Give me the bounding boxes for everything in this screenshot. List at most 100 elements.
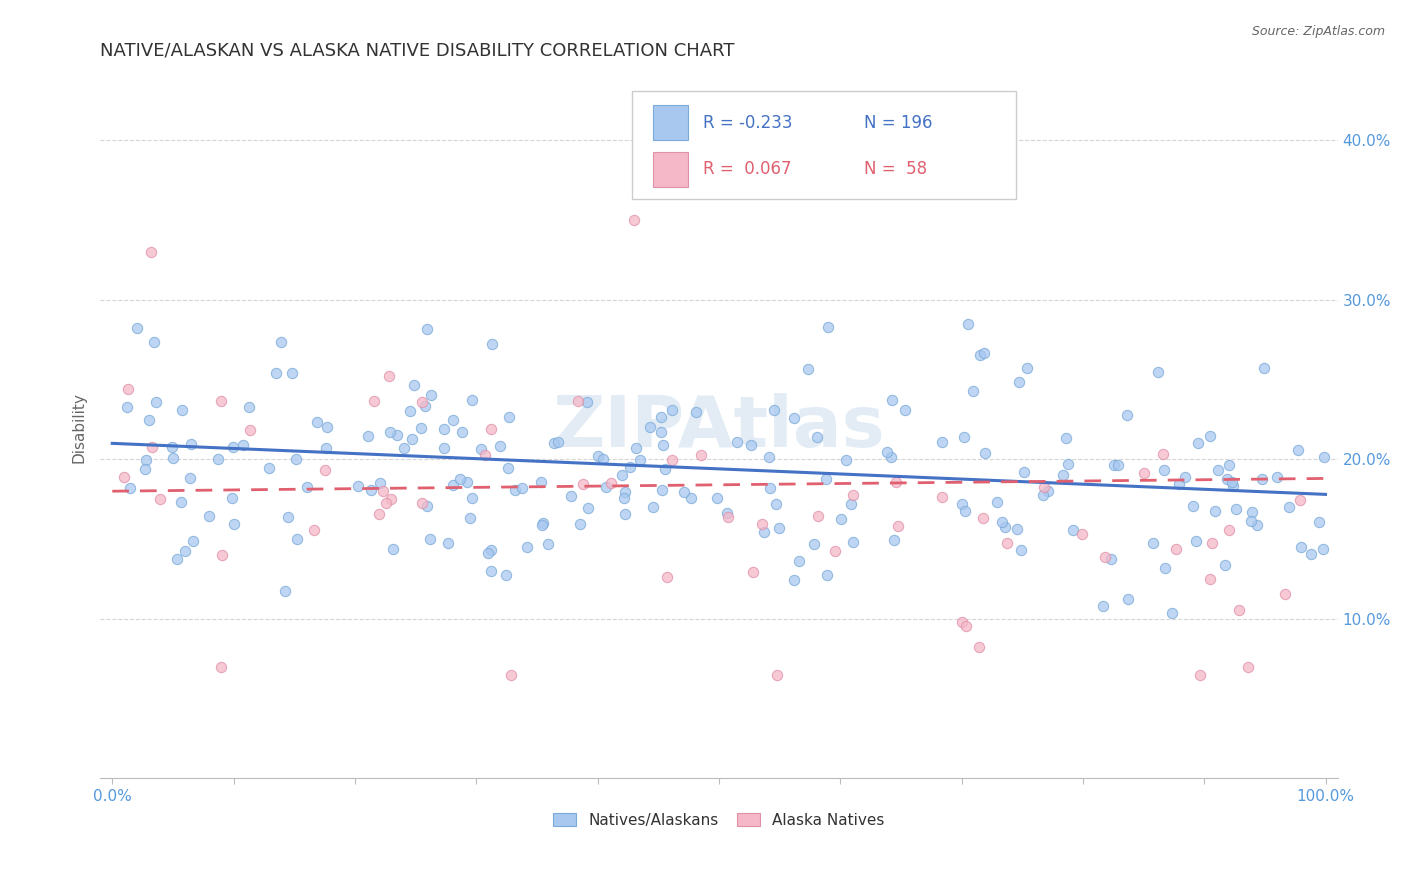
- Point: [803, 537, 825, 551]
- Point: [614, 507, 637, 521]
- Point: [766, 667, 789, 681]
- Point: [1015, 361, 1038, 376]
- Point: [560, 489, 582, 503]
- Point: [411, 421, 433, 435]
- Point: [363, 394, 385, 409]
- Point: [270, 335, 292, 350]
- Point: [650, 409, 672, 424]
- Point: [1240, 514, 1263, 528]
- Point: [1312, 541, 1334, 556]
- Point: [1147, 365, 1170, 379]
- Point: [141, 440, 163, 454]
- Point: [285, 451, 308, 466]
- Point: [479, 543, 502, 558]
- Point: [623, 213, 645, 227]
- Point: [222, 440, 245, 454]
- Point: [474, 448, 496, 462]
- Point: [1102, 458, 1125, 472]
- Point: [458, 511, 481, 525]
- Point: [135, 453, 157, 467]
- Point: [285, 533, 308, 547]
- Point: [181, 534, 204, 549]
- Point: [371, 483, 394, 498]
- Point: [143, 334, 166, 349]
- Point: [884, 475, 907, 490]
- Point: [481, 337, 503, 351]
- Point: [239, 423, 262, 437]
- Point: [628, 453, 651, 467]
- Point: [134, 461, 156, 475]
- Point: [211, 549, 233, 563]
- Point: [112, 469, 135, 483]
- Text: R = -0.233: R = -0.233: [703, 113, 793, 132]
- Point: [315, 441, 337, 455]
- Point: [415, 322, 437, 336]
- Point: [381, 542, 404, 557]
- Point: [1032, 487, 1054, 501]
- Point: [1225, 502, 1247, 516]
- Y-axis label: Disability: Disability: [72, 392, 86, 463]
- Point: [759, 481, 782, 495]
- Point: [614, 484, 637, 499]
- Point: [498, 410, 520, 425]
- Point: [127, 321, 149, 335]
- Point: [796, 361, 818, 376]
- Point: [883, 533, 905, 548]
- Point: [141, 245, 163, 260]
- Point: [419, 532, 441, 546]
- Point: [952, 429, 974, 443]
- Text: NATIVE/ALASKAN VS ALASKA NATIVE DISABILITY CORRELATION CHART: NATIVE/ALASKAN VS ALASKA NATIVE DISABILI…: [100, 42, 734, 60]
- Point: [495, 568, 517, 582]
- Point: [1168, 476, 1191, 491]
- Point: [1286, 442, 1309, 457]
- Point: [782, 573, 804, 587]
- Point: [953, 504, 976, 518]
- Point: [1057, 457, 1080, 471]
- Point: [1250, 472, 1272, 486]
- Point: [1253, 361, 1275, 376]
- Point: [170, 403, 193, 417]
- Point: [166, 552, 188, 566]
- Point: [569, 517, 592, 532]
- Point: [1052, 468, 1074, 483]
- Point: [754, 524, 776, 539]
- Point: [115, 401, 138, 415]
- Point: [638, 419, 661, 434]
- Point: [1198, 429, 1220, 443]
- Point: [815, 472, 838, 486]
- Point: [378, 425, 401, 439]
- Legend: Natives/Alaskans, Alaska Natives: Natives/Alaskans, Alaska Natives: [547, 806, 890, 834]
- Point: [543, 436, 565, 450]
- Point: [238, 401, 260, 415]
- Point: [449, 473, 471, 487]
- Point: [679, 491, 702, 505]
- Point: [357, 429, 380, 443]
- Point: [375, 496, 398, 510]
- Point: [1187, 436, 1209, 450]
- Point: [931, 490, 953, 504]
- Point: [967, 640, 990, 654]
- Point: [1032, 480, 1054, 494]
- Point: [991, 515, 1014, 529]
- Point: [1246, 517, 1268, 532]
- Point: [413, 399, 436, 413]
- Point: [1054, 431, 1077, 445]
- Point: [725, 434, 748, 449]
- Point: [592, 452, 614, 467]
- Point: [411, 496, 433, 510]
- Point: [149, 491, 172, 506]
- Point: [510, 482, 533, 496]
- Point: [880, 393, 903, 408]
- Point: [433, 441, 456, 455]
- Point: [1164, 541, 1187, 556]
- Point: [887, 519, 910, 533]
- Point: [207, 452, 229, 467]
- Point: [685, 405, 707, 419]
- Point: [346, 479, 368, 493]
- Point: [277, 510, 299, 524]
- Point: [815, 568, 838, 582]
- Point: [496, 461, 519, 475]
- Point: [1241, 505, 1264, 519]
- Point: [441, 477, 464, 491]
- Point: [501, 667, 523, 681]
